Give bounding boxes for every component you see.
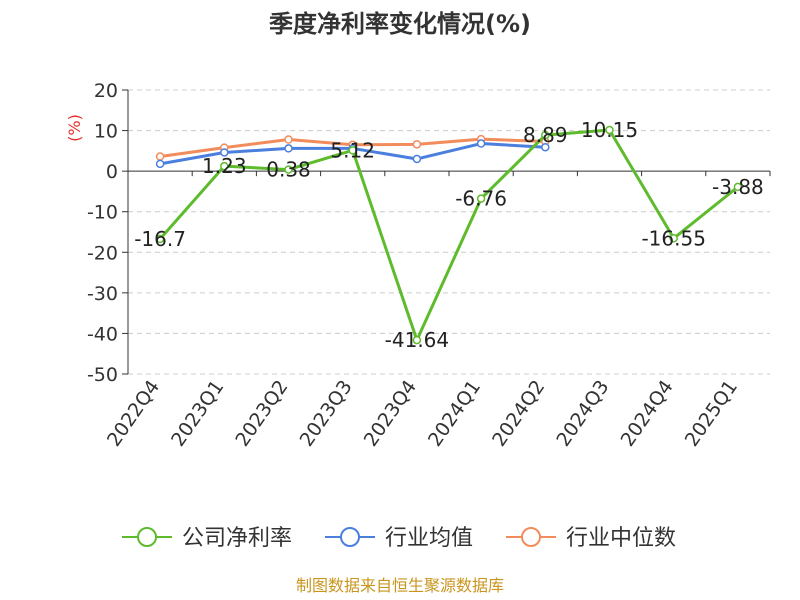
data-label: 0.38	[266, 158, 311, 182]
data-point	[412, 140, 422, 149]
data-label: -6.76	[455, 187, 507, 211]
data-point	[155, 234, 165, 244]
data-label: 10.15	[581, 118, 638, 142]
data-point	[220, 161, 229, 171]
data-labels: -16.7 1.23 0.38 5.12 -41.64 -6.76 8.89 10.15 -16…	[134, 118, 764, 352]
data-point	[541, 142, 550, 152]
data-point	[541, 130, 550, 140]
x-tick-label: 2024Q4	[617, 376, 678, 450]
y-tick-label: -50	[87, 364, 118, 386]
data-point	[412, 154, 422, 164]
y-tick-label: -40	[87, 323, 118, 345]
gridlines	[128, 89, 770, 375]
x-tick-label: 2023Q3	[296, 376, 357, 450]
legend-swatch-marker	[340, 527, 360, 547]
x-tick-label: 2023Q4	[360, 376, 421, 450]
legend: 公司净利率 行业均值 行业中位数	[122, 526, 676, 551]
data-label: 8.89	[523, 123, 568, 147]
y-tick-label: 0	[106, 161, 118, 183]
series-lines	[155, 125, 743, 345]
data-point	[605, 125, 614, 135]
y-tick-label: 20	[94, 80, 118, 102]
y-tick-label: -10	[87, 202, 118, 224]
legend-label: 行业中位数	[566, 526, 676, 551]
chart-title: 季度净利率变化情况(%)	[269, 10, 531, 38]
legend-swatch-marker	[137, 527, 157, 547]
data-point	[155, 159, 165, 169]
data-point	[284, 144, 293, 153]
data-label: -16.55	[641, 226, 705, 250]
data-point	[155, 152, 165, 161]
x-tick-label: 2023Q2	[231, 376, 292, 450]
y-axis-unit: (%)	[65, 114, 84, 142]
series-line	[158, 128, 739, 342]
y-tick-label: -20	[87, 242, 118, 264]
data-label: -3.88	[712, 175, 764, 199]
x-tick-label: 2024Q3	[552, 376, 613, 450]
x-tick-label: 2024Q1	[424, 376, 485, 450]
x-tick-label: 2023Q1	[167, 376, 228, 450]
data-point	[284, 135, 293, 144]
data-point	[412, 335, 422, 345]
data-point	[220, 148, 229, 157]
data-point	[284, 165, 293, 174]
legend-label: 行业均值	[385, 526, 473, 551]
data-point	[669, 234, 678, 243]
x-tick-label: 2025Q1	[681, 376, 742, 450]
data-label: 1.23	[202, 154, 247, 178]
data-point	[733, 182, 743, 192]
legend-label: 公司净利率	[182, 526, 292, 551]
x-tick-label: 2022Q4	[103, 376, 164, 450]
x-tick-label: 2024Q2	[488, 376, 549, 450]
data-point	[476, 194, 486, 203]
data-label: -16.7	[134, 227, 186, 251]
data-label: -41.64	[385, 328, 449, 352]
legend-swatch-marker	[521, 527, 541, 547]
data-source-note: 制图数据来自恒生聚源数据库	[296, 576, 504, 595]
y-tick-label: 10	[94, 121, 118, 143]
data-point	[348, 146, 357, 155]
y-tick-label: -30	[87, 283, 118, 305]
data-label: 5.12	[330, 138, 375, 162]
data-point	[476, 139, 486, 148]
